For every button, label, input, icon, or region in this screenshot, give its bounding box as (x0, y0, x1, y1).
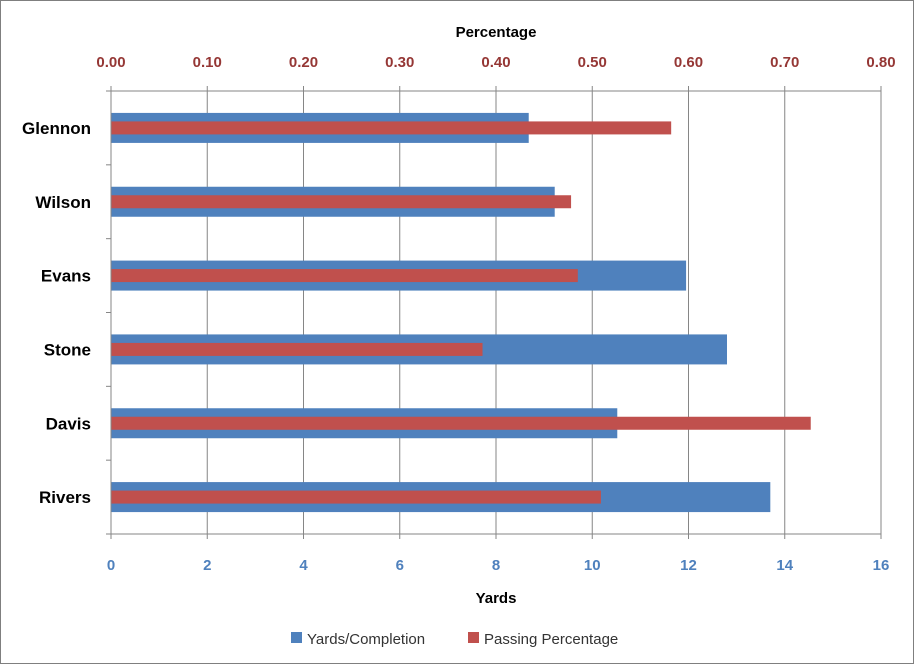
top-tick-label: 0.00 (96, 54, 125, 71)
bottom-tick-label: 14 (776, 557, 793, 574)
legend-label-yards-completion: Yards/Completion (307, 631, 425, 648)
category-label-rivers: Rivers (39, 488, 91, 507)
bars (111, 112, 811, 513)
bottom-tick-label: 0 (107, 557, 115, 574)
legend-swatch-passing-percentage (468, 632, 479, 643)
category-label-glennon: Glennon (22, 119, 91, 138)
category-label-davis: Davis (46, 414, 91, 433)
bar-passing-percentage-rivers (111, 490, 601, 504)
top-tick-label: 0.80 (866, 54, 895, 71)
category-labels: Glennon Wilson Evans Stone Davis Rivers (22, 119, 91, 507)
top-tick-label: 0.60 (674, 54, 703, 71)
bottom-axis-title: Yards (476, 590, 517, 607)
top-tick-label: 0.40 (481, 54, 510, 71)
grid-lines (206, 91, 882, 534)
legend-swatch-yards-completion (291, 632, 302, 643)
top-axis-ticks: 0.00 0.10 0.20 0.30 0.40 0.50 0.60 0.70 0.80 (96, 54, 895, 71)
top-axis-title: Percentage (456, 24, 537, 41)
bottom-tick-label: 2 (203, 557, 211, 574)
category-label-evans: Evans (41, 267, 91, 286)
category-label-wilson: Wilson (35, 193, 91, 212)
bottom-tick-label: 6 (396, 557, 404, 574)
bottom-tick-label: 8 (492, 557, 500, 574)
top-tick-label: 0.30 (385, 54, 414, 71)
bar-passing-percentage-wilson (111, 195, 572, 209)
legend-label-passing-percentage: Passing Percentage (484, 631, 618, 648)
top-tick-label: 0.70 (770, 54, 799, 71)
bar-passing-percentage-davis (111, 416, 811, 430)
category-label-stone: Stone (44, 340, 91, 359)
bar-passing-percentage-stone (111, 342, 483, 356)
bar-passing-percentage-evans (111, 269, 578, 283)
top-tick-label: 0.10 (193, 54, 222, 71)
bar-passing-percentage-glennon (111, 121, 672, 135)
bottom-tick-label: 16 (873, 557, 890, 574)
top-tick-label: 0.50 (578, 54, 607, 71)
top-tick-label: 0.20 (289, 54, 318, 71)
axes (106, 86, 882, 539)
bottom-tick-label: 10 (584, 557, 601, 574)
bottom-tick-label: 4 (299, 557, 308, 574)
bottom-tick-label: 12 (680, 557, 697, 574)
legend: Yards/Completion Passing Percentage (291, 631, 618, 648)
bottom-axis-ticks: 0 2 4 6 8 10 12 14 16 (107, 557, 890, 574)
